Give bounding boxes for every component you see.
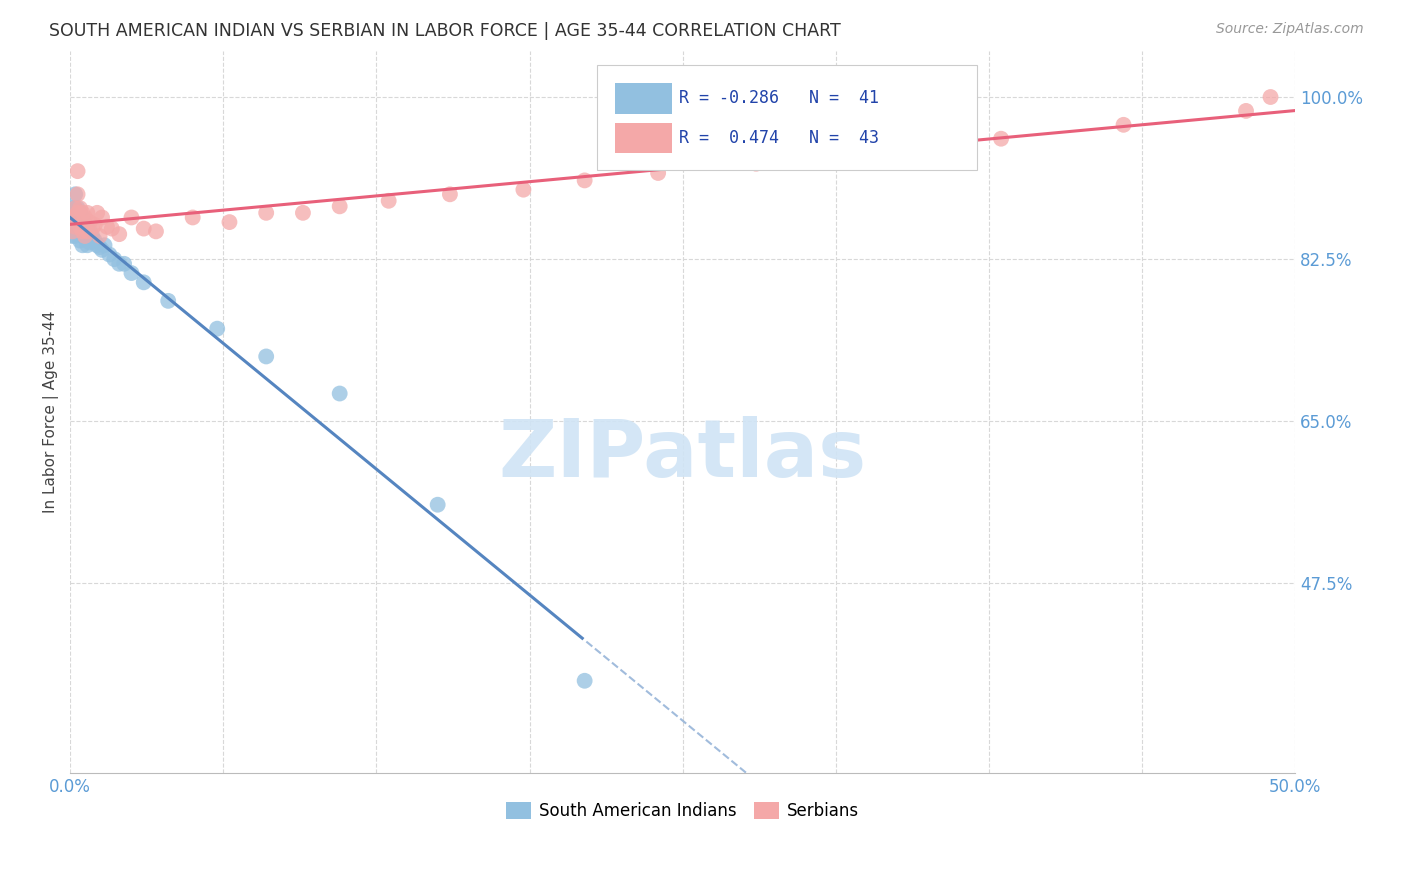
Point <box>86 238 108 252</box>
Point <box>121 266 143 280</box>
FancyBboxPatch shape <box>616 123 672 153</box>
Point <box>574 173 596 187</box>
Point <box>145 224 167 238</box>
Point <box>69 221 91 235</box>
Point <box>73 218 96 232</box>
Point <box>512 183 534 197</box>
Point <box>73 229 96 244</box>
Point <box>79 235 101 250</box>
Point <box>1112 118 1135 132</box>
Point <box>76 221 98 235</box>
Text: Source: ZipAtlas.com: Source: ZipAtlas.com <box>1216 22 1364 37</box>
Point <box>108 227 131 241</box>
Point <box>72 206 94 220</box>
Point <box>574 673 596 688</box>
Point <box>93 238 115 252</box>
Point <box>1234 103 1257 118</box>
Point <box>66 187 89 202</box>
Point <box>132 276 155 290</box>
Point <box>647 166 669 180</box>
Point <box>426 498 449 512</box>
Point <box>254 206 277 220</box>
Point <box>63 187 86 202</box>
Point <box>63 201 86 215</box>
Point <box>108 257 131 271</box>
Point <box>745 157 768 171</box>
Y-axis label: In Labor Force | Age 35-44: In Labor Force | Age 35-44 <box>44 311 59 513</box>
Point <box>205 321 228 335</box>
Point <box>72 224 94 238</box>
Point <box>329 199 352 213</box>
Point <box>63 219 86 234</box>
Point <box>291 206 314 220</box>
Point <box>329 386 352 401</box>
Text: R = -0.286   N =  41: R = -0.286 N = 41 <box>679 88 879 107</box>
Point <box>66 206 89 220</box>
Point <box>62 211 84 225</box>
Point <box>96 219 118 234</box>
Point <box>76 238 98 252</box>
Point <box>91 211 114 225</box>
Text: ZIPatlas: ZIPatlas <box>499 417 866 494</box>
Point <box>63 229 86 244</box>
Point <box>112 257 135 271</box>
Point <box>72 238 94 252</box>
Point <box>121 211 143 225</box>
Point <box>89 240 111 254</box>
Point <box>62 219 84 234</box>
FancyBboxPatch shape <box>598 65 977 170</box>
Point <box>91 243 114 257</box>
Legend: South American Indians, Serbians: South American Indians, Serbians <box>499 795 866 827</box>
Point <box>69 234 91 248</box>
FancyBboxPatch shape <box>616 83 672 113</box>
Point <box>842 145 865 160</box>
Point <box>66 224 89 238</box>
Point <box>66 215 89 229</box>
Point <box>83 234 105 248</box>
Point <box>63 201 86 215</box>
Point <box>82 221 104 235</box>
Point <box>79 215 101 229</box>
Point <box>73 231 96 245</box>
Point <box>69 206 91 220</box>
Point <box>73 211 96 225</box>
Point <box>132 221 155 235</box>
Point <box>62 229 84 244</box>
Point <box>157 293 180 308</box>
Point <box>62 211 84 225</box>
Point <box>72 221 94 235</box>
Point <box>439 187 461 202</box>
Point <box>79 224 101 238</box>
Point <box>62 224 84 238</box>
Point <box>69 219 91 234</box>
Point <box>218 215 240 229</box>
Point <box>76 224 98 238</box>
Point <box>103 252 125 267</box>
Text: R =  0.474   N =  43: R = 0.474 N = 43 <box>679 129 879 147</box>
Point <box>62 201 84 215</box>
Point <box>72 211 94 225</box>
Text: SOUTH AMERICAN INDIAN VS SERBIAN IN LABOR FORCE | AGE 35-44 CORRELATION CHART: SOUTH AMERICAN INDIAN VS SERBIAN IN LABO… <box>49 22 841 40</box>
Point <box>254 350 277 364</box>
Point <box>181 211 204 225</box>
Point <box>98 247 121 261</box>
Point <box>86 206 108 220</box>
Point <box>66 164 89 178</box>
Point <box>377 194 399 208</box>
Point <box>1260 90 1282 104</box>
Point <box>66 201 89 215</box>
Point <box>69 201 91 215</box>
Point <box>89 229 111 244</box>
Point <box>83 218 105 232</box>
Point <box>82 229 104 244</box>
Point <box>76 206 98 220</box>
Point <box>63 211 86 225</box>
Point <box>990 132 1012 146</box>
Point <box>101 221 124 235</box>
